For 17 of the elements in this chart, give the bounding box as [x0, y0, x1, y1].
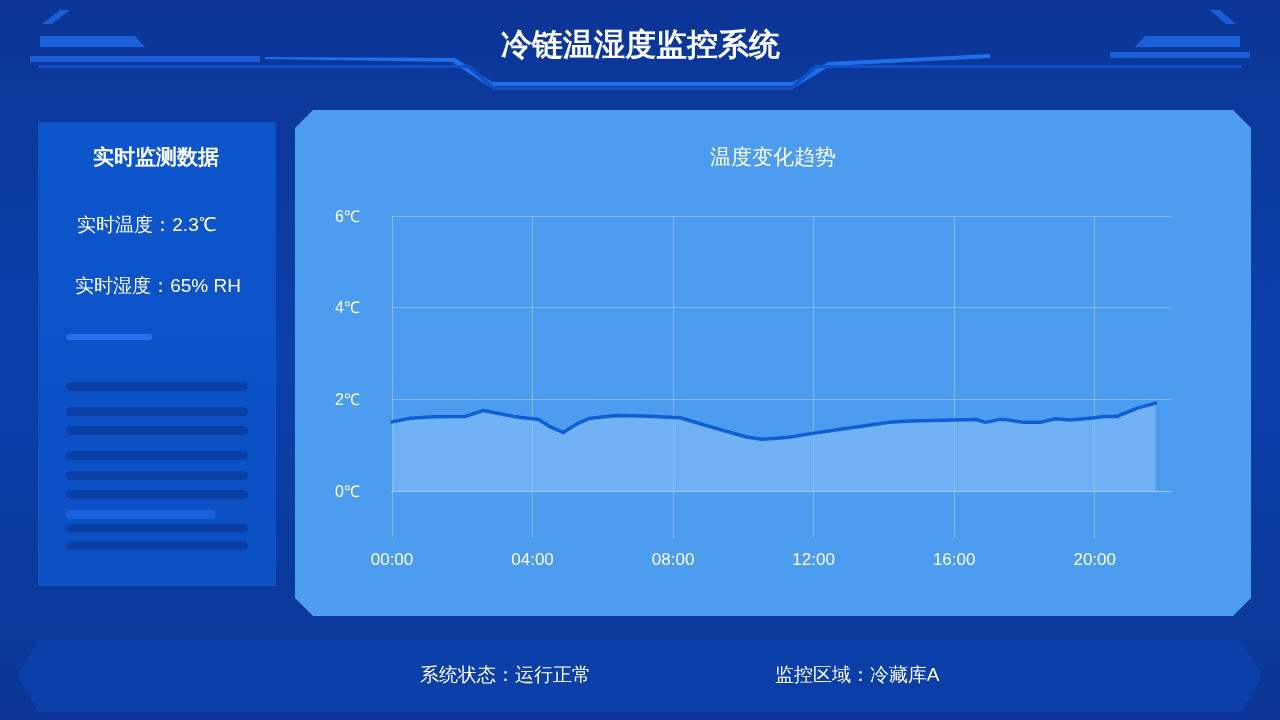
text: 实时温度：2.3℃ — [77, 213, 217, 237]
x-tick-label: 20:00 — [1073, 550, 1116, 569]
y-tick-label: 6℃ — [335, 207, 360, 225]
text: 实时监测数据 — [93, 144, 219, 170]
chart-subtitle: 温度变化趋势 — [710, 145, 836, 168]
x-tick-label: 04:00 — [511, 550, 554, 569]
x-tick-label: 12:00 — [792, 550, 835, 569]
x-tick-label: 16:00 — [932, 550, 976, 569]
x-tick-label: 08:00 — [651, 550, 695, 569]
y-tick-label: 4℃ — [335, 299, 360, 317]
y-tick-label: 0℃ — [335, 482, 360, 500]
text: 系统状态：运行正常 — [419, 663, 591, 687]
x-tick-label: 00:00 — [370, 550, 414, 569]
chart-title: 冷链温湿度监控系统 — [500, 26, 780, 64]
text: 实时湿度：65% RH — [75, 274, 241, 298]
y-tick-label: 2℃ — [335, 390, 360, 408]
text: 监控区域：冷藏库A — [774, 663, 940, 687]
